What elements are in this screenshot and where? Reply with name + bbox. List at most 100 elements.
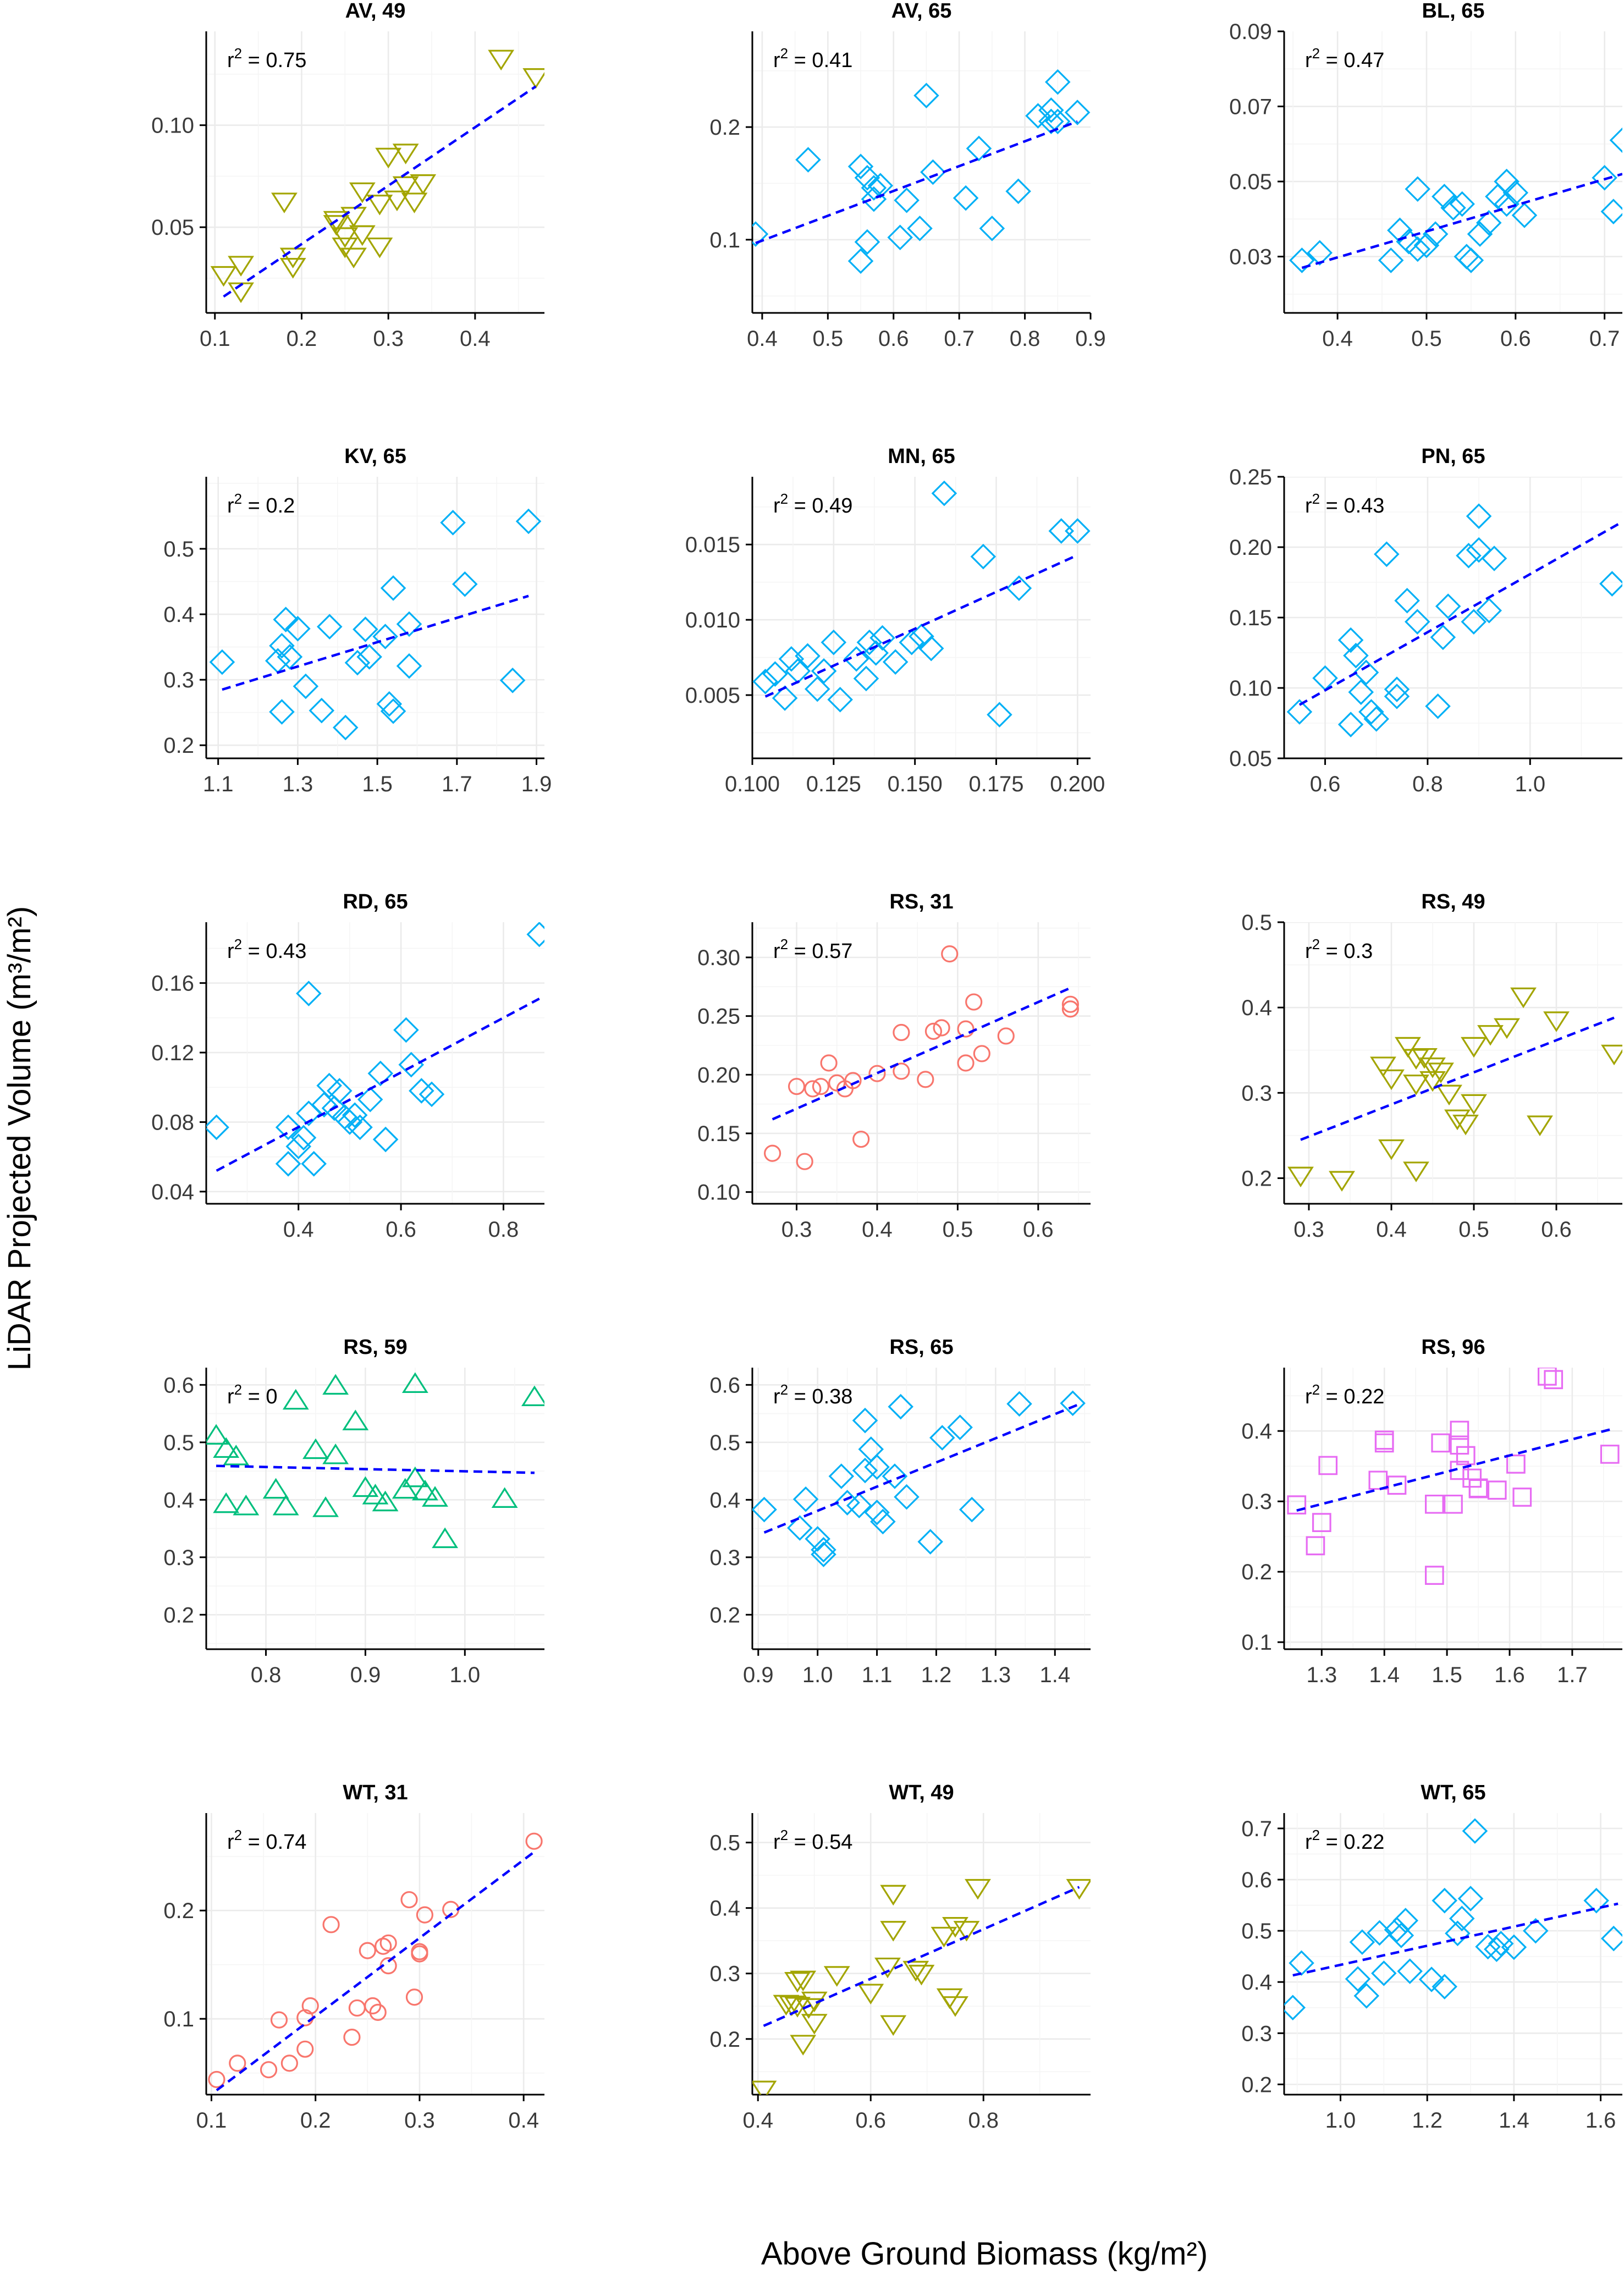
y-tick-label: 0.2 <box>709 1603 740 1627</box>
y-tick-label: 0.07 <box>1229 95 1272 119</box>
x-tick-label: 0.9 <box>743 1663 774 1687</box>
data-point <box>1494 1018 1520 1039</box>
x-tick-label: 0.6 <box>1541 1218 1572 1242</box>
r-squared-label: r2 = 0.22 <box>1305 1381 1384 1408</box>
data-point <box>233 1494 260 1516</box>
y-tick-label: 0.25 <box>697 1005 740 1029</box>
r-squared-value: = 0.2 <box>242 494 295 517</box>
panel-points <box>752 480 1091 728</box>
y-tick-label: 0.10 <box>151 114 194 138</box>
data-point <box>762 661 788 687</box>
data-point <box>907 216 933 241</box>
x-tick-label: 0.1 <box>200 327 230 351</box>
y-tick-label: 0.2 <box>709 2028 740 2052</box>
data-point <box>323 215 350 236</box>
y-tick-label: 0.2 <box>1241 2073 1272 2097</box>
data-point <box>1452 1114 1479 1136</box>
data-point <box>412 1479 438 1501</box>
data-point <box>1370 1056 1396 1078</box>
data-point <box>1343 642 1369 669</box>
data-point <box>942 1996 968 2017</box>
x-tick-label: 1.3 <box>283 772 313 796</box>
global-x-axis-label: Above Ground Biomass (kg/m²) <box>761 2236 1208 2272</box>
r-squared-symbol: r <box>1305 494 1312 517</box>
x-tick-label: 0.125 <box>806 772 861 796</box>
data-point <box>269 632 295 659</box>
y-tick-label: 0.010 <box>685 608 740 632</box>
data-point <box>347 1114 373 1141</box>
x-tick-label: 0.7 <box>944 327 975 351</box>
y-tick-label: 0.3 <box>163 668 194 692</box>
y-tick-label: 0.03 <box>1229 245 1272 269</box>
data-point <box>1501 1934 1527 1960</box>
regression-line <box>216 998 540 1172</box>
data-point <box>1387 217 1413 244</box>
data-point <box>1065 518 1091 544</box>
data-point <box>1287 1495 1307 1514</box>
data-point <box>367 1060 394 1087</box>
data-point <box>1461 609 1487 635</box>
data-point <box>393 1017 419 1043</box>
data-point <box>1424 1566 1444 1585</box>
data-point <box>1599 571 1622 597</box>
panel-rs-49: 0.2 0.3 0.4 0.5 0.3 0.4 0.5 0.6 RS, 49 r2 = 0.3 <box>1241 890 1622 1242</box>
data-point <box>285 615 311 642</box>
data-point <box>398 1051 424 1078</box>
data-point <box>332 227 359 248</box>
y-tick-label: 0.4 <box>163 603 194 627</box>
x-tick-label: 1.3 <box>981 1663 1011 1687</box>
data-point <box>1445 1920 1471 1947</box>
data-point <box>752 669 778 695</box>
regression-line <box>1301 173 1622 269</box>
data-point <box>275 1114 301 1141</box>
data-point <box>401 192 428 213</box>
x-tick-label: 0.150 <box>888 772 943 796</box>
data-point <box>353 616 378 642</box>
data-point <box>352 1476 379 1497</box>
r-squared-symbol: r <box>773 1831 780 1854</box>
x-tick-label: 0.4 <box>1376 1218 1407 1242</box>
r-squared-label: r2 = 0.47 <box>1305 45 1384 72</box>
data-point <box>893 1023 910 1042</box>
x-tick-label: 0.7 <box>1589 327 1620 351</box>
data-point <box>1419 1057 1446 1078</box>
data-point <box>311 1092 337 1118</box>
y-tick-label: 0.2 <box>1241 1560 1272 1584</box>
data-point <box>1388 1923 1414 1948</box>
data-point <box>947 1414 973 1440</box>
data-point <box>787 1515 813 1541</box>
y-tick-label: 0.20 <box>1229 536 1272 560</box>
global-y-axis-label: LiDAR Projected Volume (m³/m²) <box>2 906 37 1370</box>
y-tick-label: 0.5 <box>1241 1919 1272 1943</box>
y-tick-label: 0.1 <box>163 2007 194 2031</box>
panel-grid <box>206 922 544 1204</box>
data-point <box>1064 100 1091 125</box>
data-point <box>375 147 402 169</box>
r-squared-value: = 0.38 <box>788 1385 852 1408</box>
data-point <box>778 1995 805 2017</box>
y-tick-label: 0.16 <box>151 972 194 996</box>
data-point <box>861 175 887 201</box>
y-tick-label: 0.1 <box>709 228 740 252</box>
data-point <box>260 2061 278 2079</box>
panel-points <box>752 1390 1086 1567</box>
panel-grid <box>1284 1813 1622 2095</box>
data-point <box>931 480 957 506</box>
data-point <box>852 1131 870 1148</box>
y-tick-label: 0.3 <box>1241 1490 1272 1514</box>
data-point <box>812 1078 830 1095</box>
x-tick-label: 1.1 <box>203 772 234 796</box>
data-point <box>828 1463 855 1489</box>
data-point <box>1384 676 1410 702</box>
r-squared-label: r2 = 0.3 <box>1305 936 1373 963</box>
data-point <box>1592 164 1617 191</box>
x-tick-label: 1.0 <box>449 1663 480 1687</box>
data-point <box>372 1490 399 1512</box>
panel-rs-65: 0.2 0.3 0.4 0.5 0.6 0.9 1.0 1.1 1.2 1.3 1.4 RS, 65 r… <box>709 1336 1091 1687</box>
r-squared-exponent: 2 <box>1312 1827 1320 1843</box>
x-tick-label: 1.2 <box>921 1663 952 1687</box>
y-tick-label: 0.25 <box>1229 465 1272 489</box>
data-point <box>1511 202 1538 228</box>
data-point <box>1384 1916 1410 1943</box>
data-point <box>349 225 376 246</box>
